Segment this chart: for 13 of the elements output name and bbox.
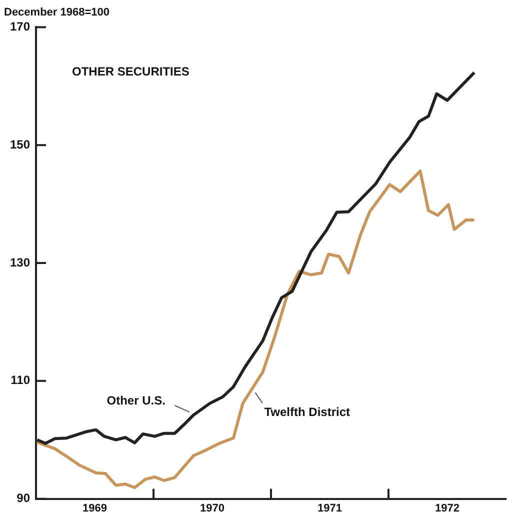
x-tick-label: 1972: [435, 502, 460, 514]
x-tick-label: 1970: [200, 502, 225, 514]
x-tick-label: 1971: [318, 502, 342, 514]
y-tick-label: 110: [10, 373, 30, 388]
x-tick-label: 1969: [82, 502, 108, 514]
y-tick-label: 90: [16, 491, 30, 506]
y-tick-label: 150: [10, 137, 30, 152]
chart-subtitle: December 1968=100: [4, 6, 110, 19]
y-tick-label: 130: [10, 255, 30, 270]
series-label: Twelfth District: [264, 404, 350, 419]
annotation: OTHER SECURITIES: [72, 64, 190, 79]
y-tick-label: 170: [10, 20, 30, 34]
text: Other U.S.: [106, 393, 166, 408]
